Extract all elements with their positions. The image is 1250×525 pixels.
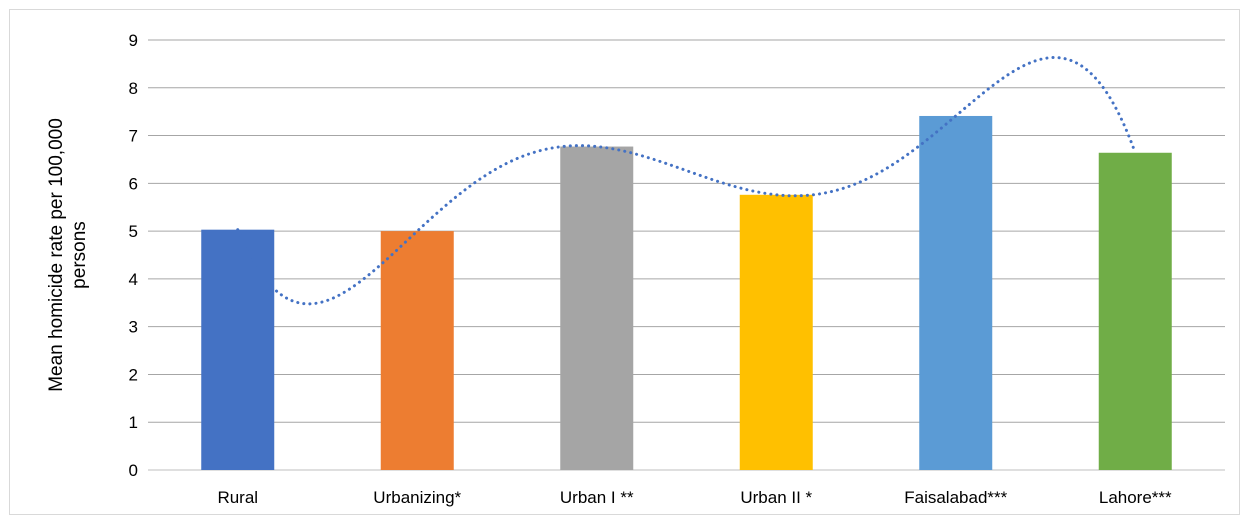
bar	[1098, 152, 1172, 470]
gridlines	[148, 39, 1225, 471]
y-tick-label: 2	[129, 365, 138, 384]
y-tick-label: 6	[129, 174, 138, 193]
bar	[201, 229, 275, 470]
trendline	[236, 56, 1137, 306]
y-tick-labels: 0 1 2 3 4 5 6 7 8 9	[129, 31, 138, 480]
y-tick-label: 1	[129, 413, 138, 432]
y-tick-label: 9	[129, 31, 138, 50]
bar	[560, 146, 634, 471]
bars	[201, 115, 1172, 471]
trendline-layer	[236, 56, 1137, 306]
y-tick-label: 4	[129, 270, 138, 289]
y-tick-label: 7	[129, 127, 138, 146]
bar	[919, 115, 993, 470]
x-tick-label: Faisalabad***	[904, 488, 1007, 507]
x-tick-label: Rural	[217, 488, 258, 507]
y-axis-title: Mean homicide rate per 100,000 persons	[46, 118, 90, 392]
x-tick-label: Urban II *	[740, 488, 812, 507]
y-tick-label: 8	[129, 79, 138, 98]
y-tick-label: 0	[129, 461, 138, 480]
x-tick-label: Lahore***	[1099, 488, 1172, 507]
x-tick-label: Urbanizing*	[373, 488, 461, 507]
x-tick-labels: Rural Urbanizing* Urban I ** Urban II * Fais…	[217, 488, 1172, 507]
bar	[739, 194, 813, 471]
x-tick-label: Urban I **	[560, 488, 634, 507]
y-tick-label: 3	[129, 318, 138, 337]
y-tick-label: 5	[129, 222, 138, 241]
bar	[380, 231, 454, 470]
